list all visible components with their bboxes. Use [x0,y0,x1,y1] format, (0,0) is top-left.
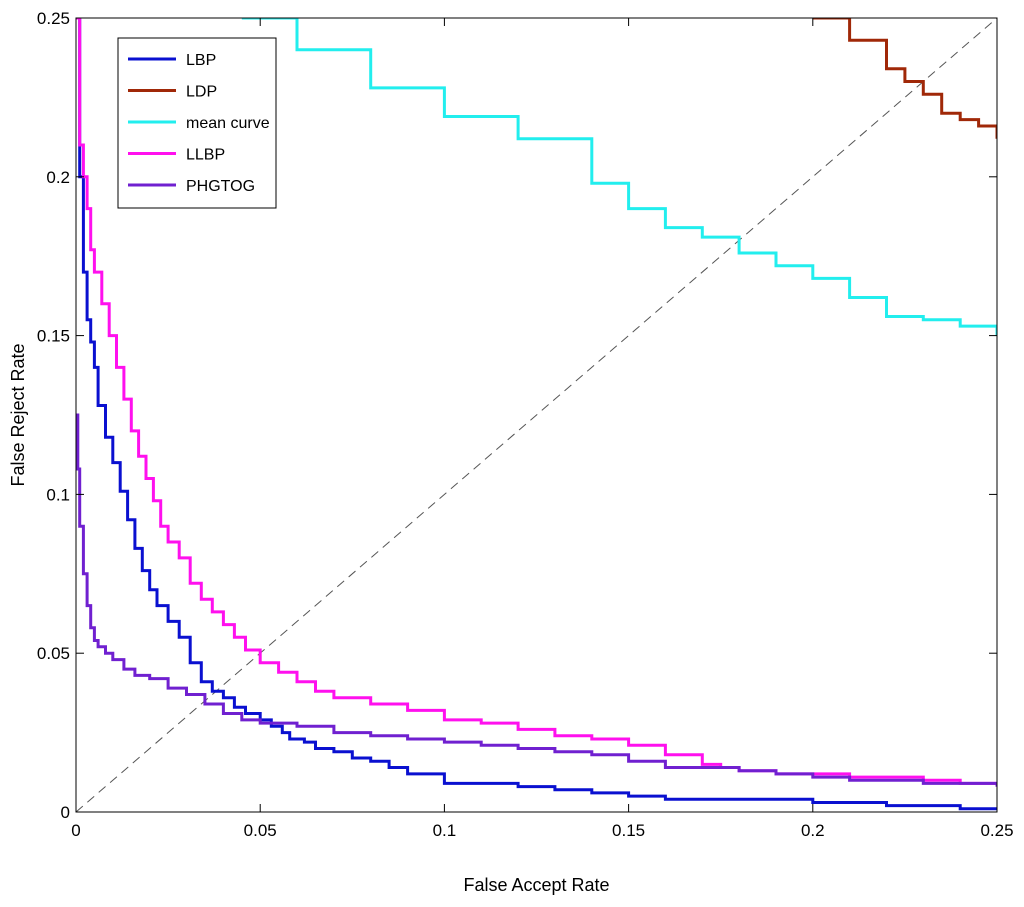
plot-area [75,17,998,813]
series-layer [76,18,997,811]
legend-label: PHGTOG [186,178,255,195]
x-tick-label: 0 [71,821,80,840]
y-tick-label: 0 [61,803,70,822]
y-tick-label: 0.15 [37,327,70,346]
tick-layer: 0 0.05 0.1 0.15 0.2 0.25 0 0.05 0.1 0.15 0.2 0.25 [37,9,1014,840]
y-tick-label: 0.05 [37,644,70,663]
legend: LBP LDP mean curve LLBP PHGTOG [117,37,277,209]
x-tick-label: 0.2 [801,821,825,840]
legend-label: LLBP [186,147,225,164]
x-tick-label: 0.05 [244,821,277,840]
series-line-ldp [812,18,997,139]
y-tick-label: 0.1 [46,485,70,504]
series-line-phgtog [76,413,997,787]
series-line-lbp [76,18,997,811]
x-tick-label: 0.15 [612,821,645,840]
x-tick-label: 0.25 [980,821,1013,840]
x-axis-label: False Accept Rate [463,875,609,895]
y-axis-label: False Reject Rate [8,343,28,486]
y-tick-label: 0.2 [46,168,70,187]
series-line-llbp [76,18,997,787]
x-tick-label: 0.1 [433,821,457,840]
series-line-mean-curve [241,18,997,336]
axes-frame [75,17,998,813]
y-tick-label: 0.25 [37,9,70,28]
legend-label: LDP [186,84,217,101]
legend-label: LBP [186,52,216,69]
legend-label: mean curve [186,115,270,132]
equal-error-reference-line [75,17,998,813]
